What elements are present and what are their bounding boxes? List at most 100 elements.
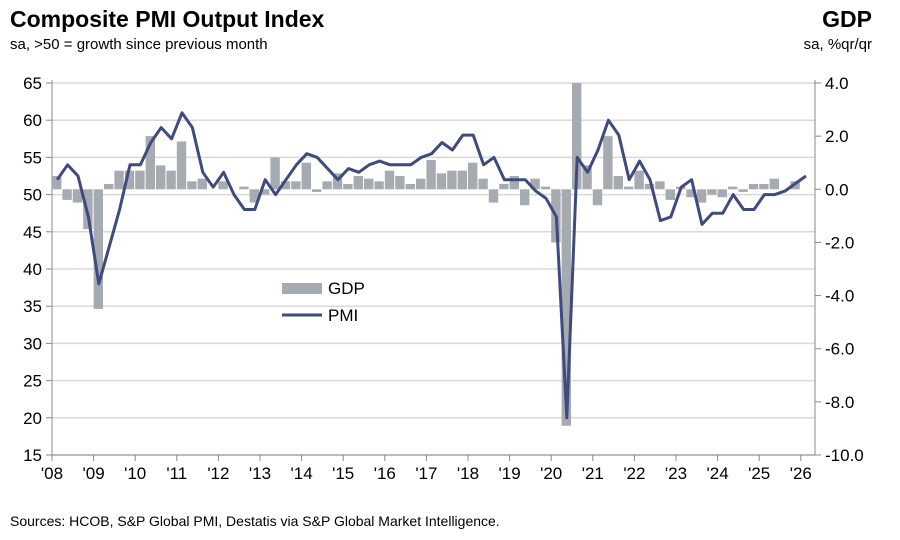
x-tick-label: '15 <box>332 464 354 483</box>
gdp-bar <box>520 189 530 206</box>
gdp-bar <box>332 173 343 190</box>
gdp-bar <box>603 136 613 190</box>
x-tick-label: '12 <box>207 464 229 483</box>
left-tick-label: 45 <box>23 223 42 242</box>
right-tick-label: -10.0 <box>825 446 864 465</box>
gdp-bar <box>405 183 415 190</box>
left-tick-label: 60 <box>23 111 42 130</box>
gdp-bar <box>72 189 83 203</box>
gdp-bar <box>738 189 748 192</box>
gdp-bar <box>197 178 207 190</box>
gdp-bar <box>218 181 228 190</box>
gdp-bar <box>135 170 145 190</box>
gdp-bar <box>436 173 447 190</box>
gdp-bar <box>395 176 405 190</box>
gdp-bar <box>93 189 103 309</box>
gdp-bar <box>384 170 395 190</box>
x-tick-label: '08 <box>41 464 63 483</box>
gdp-bar <box>613 176 623 190</box>
gdp-bar <box>62 189 72 200</box>
gdp-bar <box>530 178 540 190</box>
source-note: Sources: HCOB, S&P Global PMI, Destatis … <box>10 513 500 529</box>
gdp-bar <box>488 189 499 203</box>
x-tick-label: '21 <box>582 464 604 483</box>
left-tick-label: 40 <box>23 260 42 279</box>
legend-gdp-swatch <box>282 283 322 294</box>
right-tick-label: 0.0 <box>825 180 849 199</box>
x-tick-label: '13 <box>249 464 271 483</box>
gdp-bar <box>769 178 779 190</box>
gdp-bar <box>696 189 707 203</box>
gdp-bar <box>728 186 738 190</box>
gdp-bar <box>540 186 551 190</box>
gdp-bar <box>374 181 384 190</box>
gdp-bar <box>759 183 769 190</box>
x-tick-label: '25 <box>748 464 770 483</box>
legend-pmi-label: PMI <box>328 306 358 325</box>
gdp-bar <box>280 181 291 190</box>
gdp-bar <box>707 189 717 195</box>
right-tick-label: -8.0 <box>825 393 854 412</box>
gdp-bar <box>239 186 249 190</box>
gdp-bar <box>124 170 135 190</box>
gdp-bar <box>447 170 457 190</box>
gdp-bar <box>499 183 509 190</box>
gdp-bar <box>572 83 582 190</box>
left-tick-label: 25 <box>23 372 42 391</box>
gdp-bar <box>104 183 114 190</box>
right-tick-label: -2.0 <box>825 233 854 252</box>
gdp-bar <box>364 178 374 190</box>
chart-title: Composite PMI Output Index <box>10 6 325 32</box>
gdp-bar <box>592 189 603 206</box>
left-tick-label: 55 <box>23 148 42 167</box>
x-tick-label: '22 <box>623 464 645 483</box>
gdp-bar <box>176 141 187 190</box>
x-tick-label: '17 <box>415 464 437 483</box>
gdp-bar <box>416 178 426 190</box>
x-tick-label: '09 <box>83 464 105 483</box>
x-tick-label: '23 <box>665 464 687 483</box>
gdp-bar <box>717 189 727 198</box>
gdp-bar <box>312 189 322 192</box>
x-tick-label: '14 <box>291 464 313 483</box>
gdp-bar <box>582 165 592 190</box>
gdp-bar <box>665 189 675 200</box>
gdp-bar <box>561 189 571 426</box>
x-tick-label: '20 <box>540 464 562 483</box>
gdp-bar <box>156 165 166 190</box>
gdp-bar <box>260 189 270 195</box>
gdp-bar <box>644 183 655 190</box>
left-tick-label: 20 <box>23 409 42 428</box>
right-tick-label: -4.0 <box>825 287 854 306</box>
gdp-bar <box>270 157 280 190</box>
gdp-bar <box>52 176 62 190</box>
x-tick-label: '24 <box>707 464 729 483</box>
gdp-bar <box>249 189 259 203</box>
gdp-bar <box>686 189 696 198</box>
gdp-bar <box>322 181 332 190</box>
left-tick-label: 15 <box>23 446 42 465</box>
gdp-bar <box>478 178 488 190</box>
gdp-bar <box>291 181 301 190</box>
left-axis-subtitle: sa, >50 = growth since previous month <box>10 36 268 53</box>
x-tick-label: '19 <box>499 464 521 483</box>
gdp-bar <box>187 181 197 190</box>
gdp-bar <box>634 170 644 190</box>
left-tick-label: 50 <box>23 186 42 205</box>
gdp-bar <box>145 136 155 190</box>
right-axis-subtitle: sa, %qr/qr <box>803 36 872 53</box>
right-tick-label: 2.0 <box>825 127 849 146</box>
gdp-bar <box>426 160 436 190</box>
gdp-bar <box>343 183 353 190</box>
gdp-bar <box>166 170 176 190</box>
gdp-bar <box>301 162 311 190</box>
left-tick-label: 30 <box>23 334 42 353</box>
gdp-bar <box>114 170 124 190</box>
gdp-bar <box>748 183 759 190</box>
legend-gdp-label: GDP <box>328 279 365 298</box>
x-tick-label: '18 <box>457 464 479 483</box>
x-tick-label: '11 <box>166 464 187 483</box>
gdp-bar <box>624 186 634 190</box>
gdp-bar <box>457 170 467 190</box>
